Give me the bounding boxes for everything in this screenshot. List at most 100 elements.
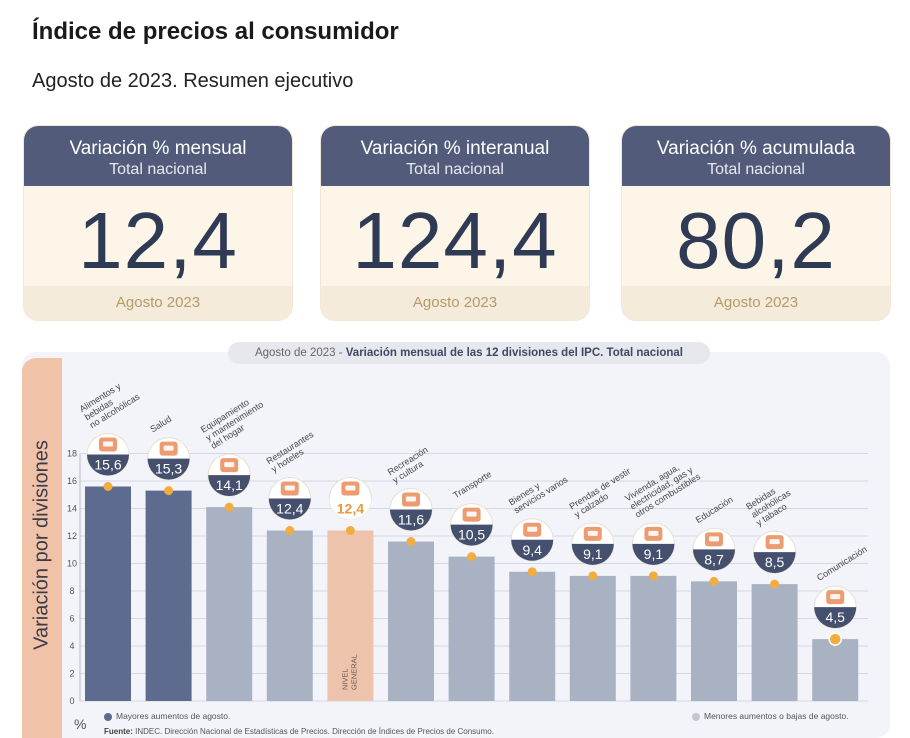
bar	[266, 530, 313, 701]
chart-title-prefix: Agosto de 2023 -	[254, 347, 346, 359]
value-badge	[511, 539, 554, 561]
bar	[751, 584, 798, 701]
value-badge	[87, 454, 129, 476]
data-label: 4,5	[825, 609, 845, 625]
bar	[388, 541, 434, 701]
data-label: 8,5	[765, 554, 785, 570]
bar-marker	[648, 571, 658, 581]
y-tick-label: 2	[69, 669, 74, 679]
card-value: 12,4	[78, 196, 238, 285]
bar	[812, 639, 859, 701]
data-label: 9,1	[644, 546, 664, 562]
bar	[569, 575, 616, 701]
value-badge	[208, 475, 251, 497]
category-label: Salud	[148, 414, 173, 435]
category-label: Recreacióny cultura	[386, 445, 435, 486]
y-tick-label: 10	[67, 559, 77, 569]
y-tick-label: 12	[67, 531, 77, 541]
data-label: 10,5	[458, 527, 485, 543]
category-label: Alimentos ybebidasno alcohólicas	[78, 375, 142, 430]
category-label: Equipamientoy mantenimientodel hogar	[199, 391, 270, 451]
card-subtitle: Total nacional	[707, 161, 805, 178]
legend-high-label: Mayores aumentos de agosto.	[116, 711, 231, 721]
bar-marker	[709, 576, 719, 586]
card-subtitle: Total nacional	[109, 161, 207, 178]
value-badge	[329, 498, 372, 520]
chart-side-band	[22, 358, 62, 738]
y-tick-label: 0	[69, 696, 74, 706]
value-badge	[571, 543, 614, 565]
card-monthly: Variación % mensual Total nacional 12,4 …	[24, 126, 292, 320]
icon-detail	[769, 539, 780, 545]
category-label: Educación	[694, 494, 735, 525]
bar	[206, 507, 253, 701]
card-value: 80,2	[676, 196, 836, 285]
value-badge	[147, 458, 190, 480]
card-subtitle: Total nacional	[406, 161, 504, 178]
icon-detail	[587, 530, 598, 536]
category-label: NIVELGENERAL	[340, 654, 358, 690]
icon-detail	[406, 496, 416, 502]
bar	[509, 571, 556, 701]
bar	[145, 490, 192, 701]
y-tick-label: 18	[67, 449, 77, 459]
value-badge	[814, 607, 857, 629]
card-header: Variación % interanual Total nacional	[321, 126, 589, 186]
source-note: Fuente: INDEC. Dirección Nacional de Est…	[104, 727, 494, 736]
icon-detail	[163, 445, 174, 451]
category-label-line: Salud	[148, 414, 173, 435]
category-label: Bebidasalcohólicasy tabaco	[744, 479, 798, 527]
category-label-line: Educación	[694, 494, 735, 525]
card-header: Variación % mensual Total nacional	[24, 126, 292, 186]
card-value: 124,4	[352, 196, 558, 285]
card-yearly: Variación % interanual Total nacional 12…	[321, 126, 589, 320]
legend-low: Menores aumentos o bajas de agosto.	[692, 711, 849, 721]
icon-detail	[466, 511, 477, 517]
data-label: 15,6	[94, 457, 121, 473]
source-label: Fuente:	[104, 727, 133, 736]
bar-marker	[770, 579, 780, 589]
value-badge	[268, 498, 311, 520]
bar-marker	[345, 526, 355, 535]
icon-detail	[648, 530, 659, 536]
chart-title-pill: Agosto de 2023 - Variación mensual de la…	[228, 342, 710, 364]
card-title: Variación % mensual	[69, 138, 247, 159]
y-tick-label: 6	[69, 614, 74, 624]
bar	[691, 581, 737, 701]
data-label: 9,4	[522, 542, 542, 558]
page-subtitle: Agosto de 2023. Resumen ejecutivo	[32, 70, 354, 92]
bar-marker	[164, 486, 174, 496]
card-header: Variación % acumulada Total nacional	[622, 126, 890, 186]
legend-low-swatch	[692, 712, 700, 721]
category-label-line: NIVEL	[340, 668, 349, 690]
category-label: Restaurantesy hoteles	[265, 429, 321, 474]
value-badge	[632, 543, 675, 565]
legend-low-label: Menores aumentos o bajas de agosto.	[704, 711, 849, 721]
y-tick-label: 16	[67, 476, 77, 486]
data-label: 8,7	[704, 551, 724, 567]
legend-high: Mayores aumentos de agosto.	[104, 711, 230, 721]
bar-marker	[224, 502, 234, 512]
page-title: Índice de precios al consumidor	[32, 18, 399, 45]
bar-marker	[467, 552, 477, 562]
y-tick-label: 4	[69, 641, 74, 651]
bar-marker	[103, 482, 113, 491]
bar-marker	[406, 537, 416, 546]
value-badge	[390, 509, 432, 531]
icon-detail	[224, 462, 235, 468]
category-label: Vivienda, agua,electricidad, gas yotros …	[623, 455, 702, 520]
icon-detail	[284, 485, 295, 491]
bar-marker	[828, 632, 842, 646]
unit-label: %	[74, 716, 87, 732]
data-label: 15,3	[155, 461, 182, 477]
category-label-line: GENERAL	[349, 654, 358, 690]
bar	[85, 486, 131, 701]
category-label-line: Transporte	[451, 469, 493, 500]
bar-marker	[285, 526, 295, 535]
data-label: 12,4	[276, 501, 303, 517]
data-label: 12,4	[337, 501, 364, 517]
value-badge	[450, 524, 493, 546]
data-label: 9,1	[583, 546, 603, 562]
data-label: 11,6	[398, 512, 424, 528]
